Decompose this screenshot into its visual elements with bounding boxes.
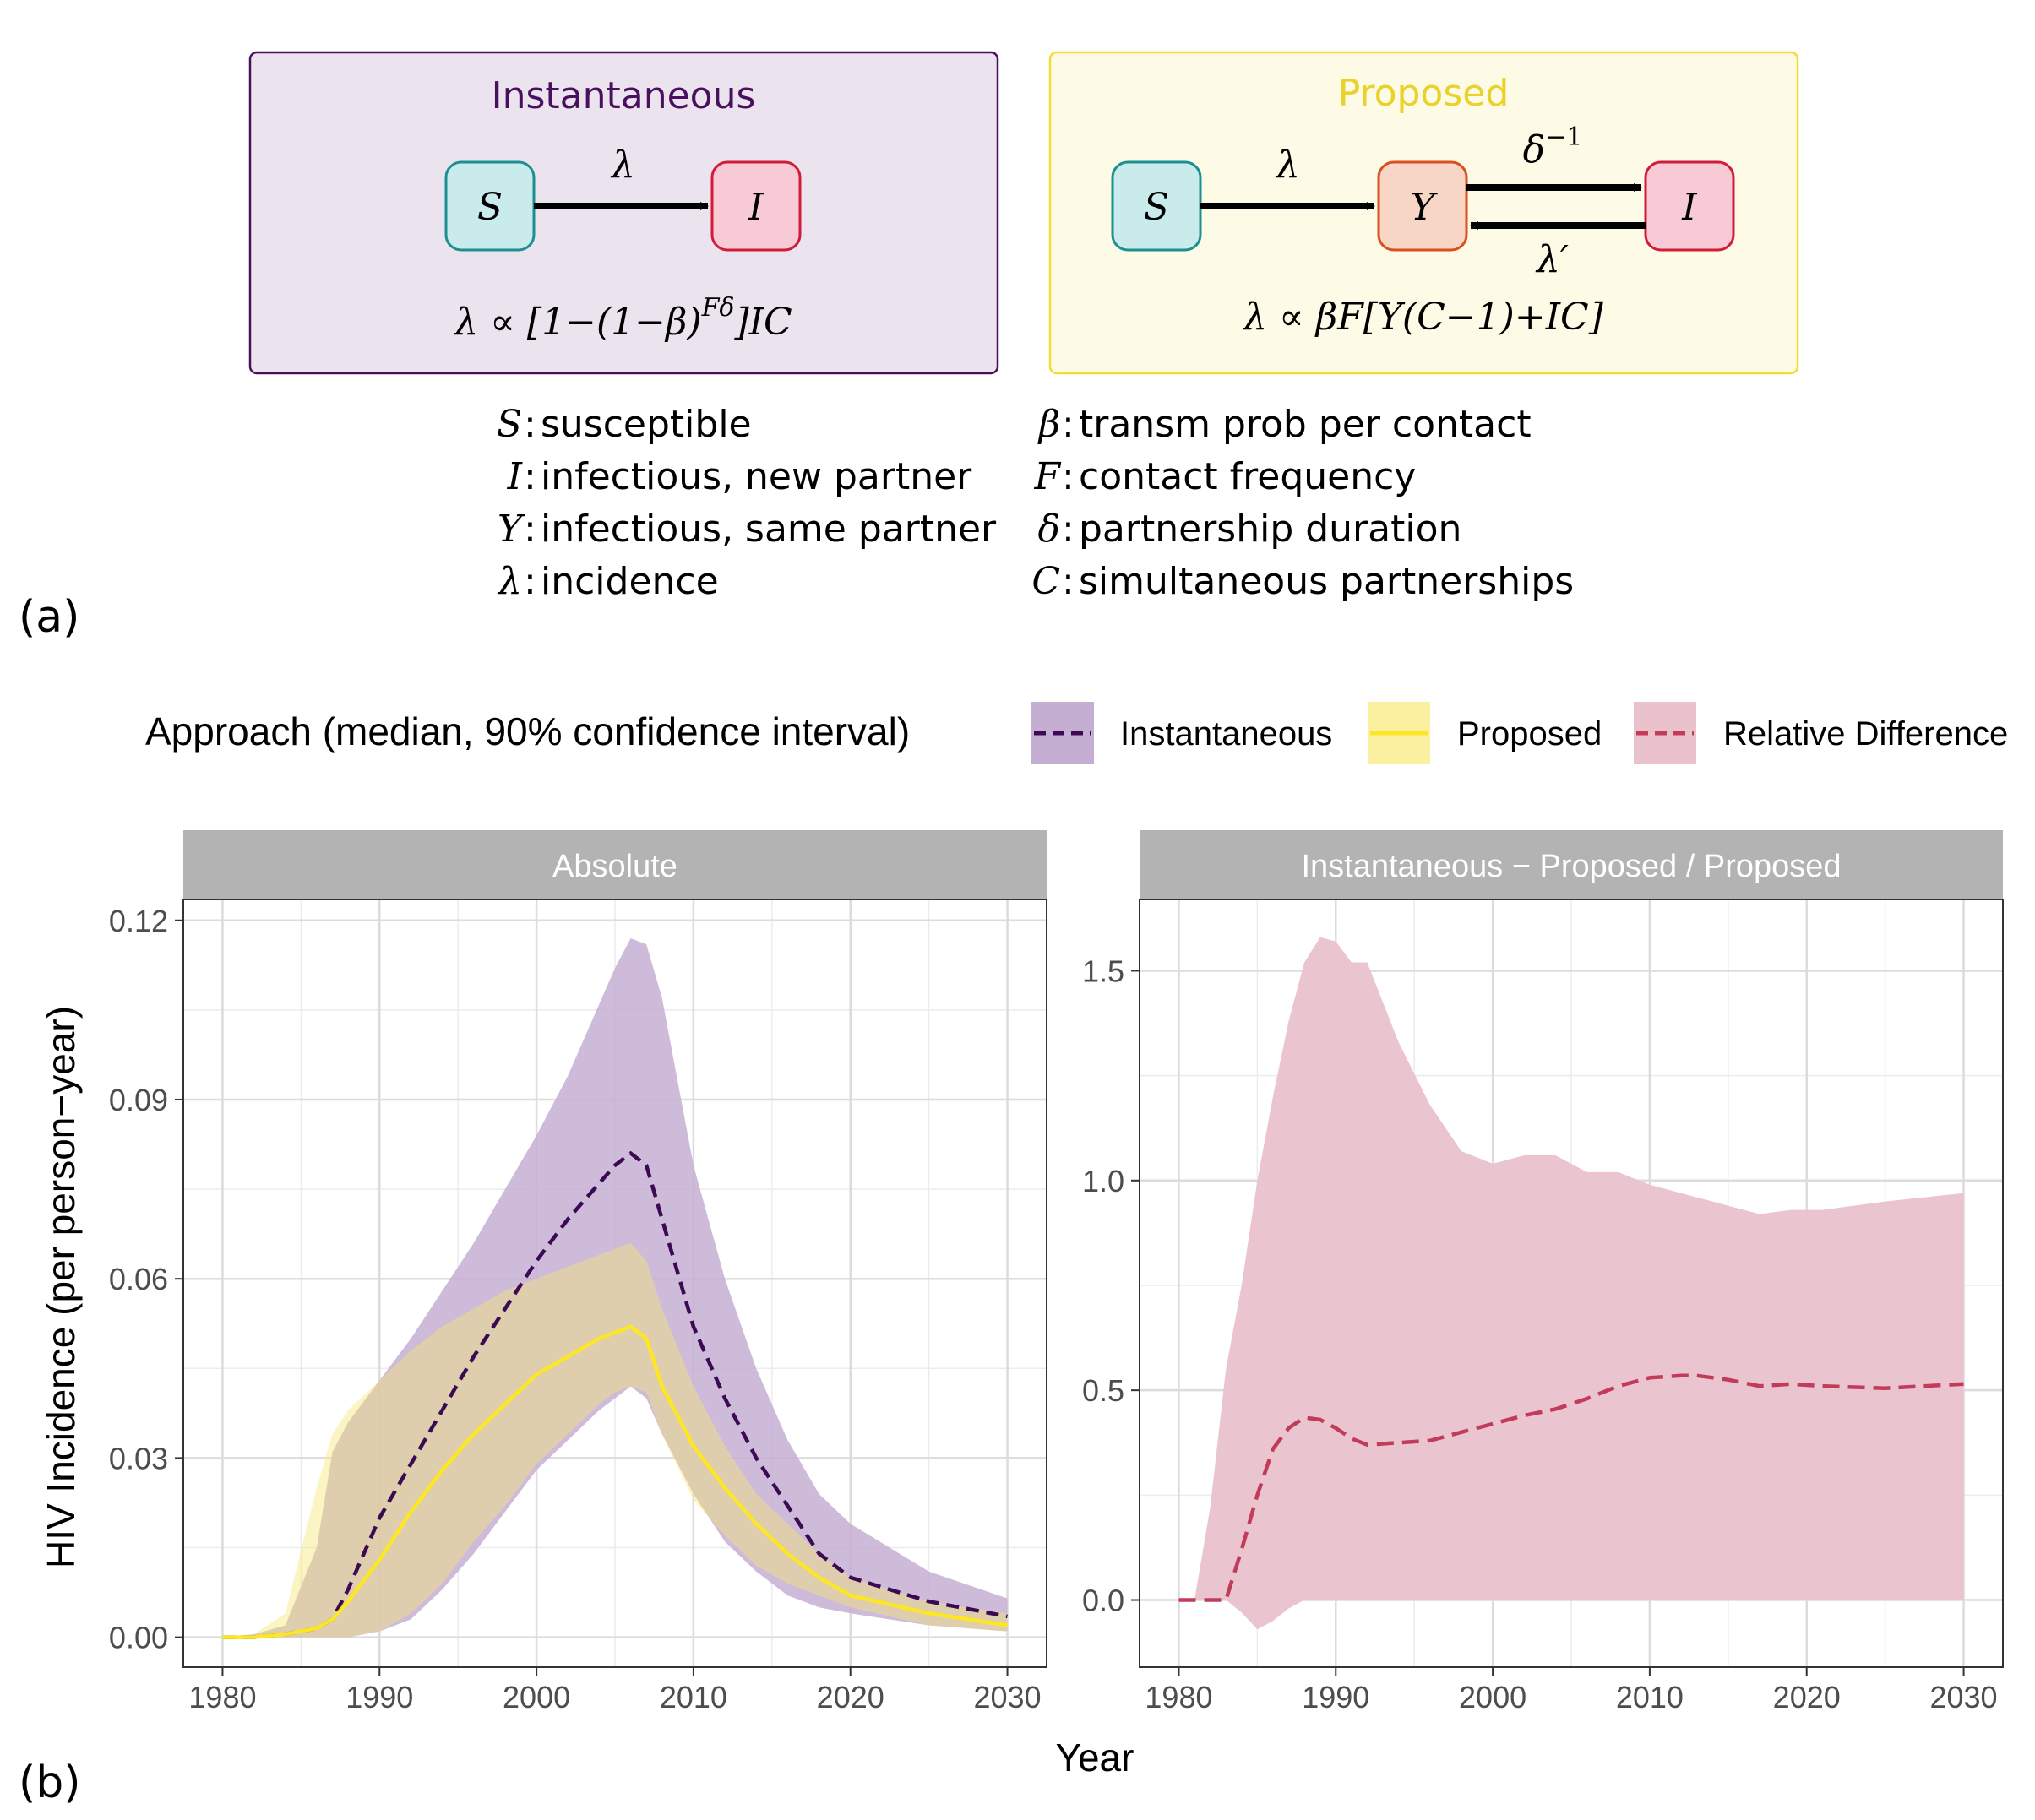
x-tick-label: 2020	[1773, 1680, 1841, 1714]
node-i-label: I	[748, 186, 764, 229]
relative-plot-border	[1139, 899, 2004, 1668]
proposed-formula: λ ∝ βF[Y(C−1)+IC]	[1242, 296, 1604, 339]
legend-desc: incidence	[541, 560, 719, 603]
y-tick-label: 0.5	[1082, 1373, 1124, 1408]
legend-label-relative-difference: Relative Difference	[1723, 715, 2008, 752]
node-i	[710, 160, 802, 252]
absolute-strip	[183, 830, 1047, 899]
x-tick-label: 1990	[346, 1680, 413, 1714]
node-s-label: S	[477, 186, 503, 229]
proposed-confidence-band	[222, 1242, 1008, 1638]
x-tick-label: 2020	[817, 1680, 884, 1714]
legend-label-instantaneous: Instantaneous	[1120, 715, 1332, 752]
y-tick-label: 0.00	[109, 1621, 168, 1655]
legend-label-proposed: Proposed	[1457, 715, 1602, 752]
legend-desc: partnership duration	[1079, 508, 1461, 551]
absolute-chart: Absolute 1980 1990 2000 2010 2020 2030 0.00 0.0…	[109, 830, 1047, 1714]
x-tick-label: 2010	[660, 1680, 727, 1714]
x-axis-title: Year	[1056, 1736, 1134, 1779]
formula-part-a: λ ∝ [1−(1−β)	[453, 301, 701, 344]
legend-sym: δ	[1038, 508, 1061, 551]
arrow-label-lambda-prime: λ′	[1535, 238, 1569, 281]
node-i	[1644, 160, 1735, 252]
absolute-axes: 1980 1990 2000 2010 2020 2030 0.00 0.03 0.06 0.09…	[109, 904, 1042, 1714]
legend-sym: β	[1037, 403, 1060, 446]
legend-sym: C	[1031, 560, 1060, 603]
panel-tag-b: (b)	[19, 1758, 81, 1808]
relative-difference-confidence-band	[1178, 937, 1964, 1630]
legend-desc: simultaneous partnerships	[1079, 560, 1574, 603]
instantaneous-formula: λ ∝ [1−(1−β)Fδ]IC	[453, 293, 792, 344]
relative-strip-title: Instantaneous − Proposed / Proposed	[1301, 849, 1841, 884]
legend-desc: infectious, same partner	[541, 508, 997, 551]
legend-colon: :	[1062, 455, 1075, 498]
legend-desc: susceptible	[541, 403, 752, 446]
absolute-plot-border	[182, 899, 1047, 1668]
y-tick-label: 0.0	[1082, 1584, 1124, 1618]
x-tick-label: 1990	[1302, 1680, 1369, 1714]
relative-difference-median-line	[1178, 1373, 1964, 1602]
relative-axes: 1980 1990 2000 2010 2020 2030 0.0 0.5 1.0 1.5	[1082, 953, 1998, 1714]
x-tick-label: 2000	[503, 1680, 570, 1714]
panel-a: Instantaneous S I λ λ ∝ [1−(1−β)Fδ]IC Pr…	[19, 51, 1799, 643]
legend-sym: Y	[498, 508, 525, 551]
y-tick-label: 0.03	[109, 1441, 168, 1475]
x-tick-label: 2010	[1616, 1680, 1684, 1714]
y-tick-label: 0.06	[109, 1262, 168, 1296]
x-tick-label: 2030	[973, 1680, 1041, 1714]
legend-colon: :	[524, 560, 536, 603]
relative-strip	[1140, 830, 2003, 899]
legend-colon: :	[524, 508, 536, 551]
x-tick-label: 2030	[1929, 1680, 1997, 1714]
instantaneous-title: Instantaneous	[492, 74, 756, 117]
legend-desc: transm prob per contact	[1079, 403, 1532, 446]
legend-colon: :	[1062, 508, 1075, 551]
y-tick-label: 1.5	[1082, 953, 1124, 988]
legend-colon: :	[1062, 403, 1075, 446]
legend-sym: F	[1033, 455, 1061, 498]
delta-superscript: −1	[1545, 122, 1582, 152]
legend-colon: :	[524, 403, 536, 446]
y-tick-label: 0.12	[109, 904, 168, 938]
legend-title: Approach (median, 90% confidence interva…	[145, 709, 910, 753]
node-s-label: S	[1144, 186, 1169, 229]
node-i-label: I	[1681, 186, 1698, 229]
arrow-label-lambda: λ	[610, 144, 635, 187]
absolute-strip-title: Absolute	[552, 849, 677, 884]
panel-tag-a: (a)	[19, 592, 79, 643]
legend-sym: I	[507, 455, 524, 498]
x-tick-label: 2000	[1459, 1680, 1526, 1714]
delta-base: δ	[1523, 128, 1546, 171]
formula-superscript: Fδ	[701, 293, 735, 323]
instantaneous-model-box: Instantaneous S I λ λ ∝ [1−(1−β)Fδ]IC	[248, 51, 999, 375]
approach-legend: Approach (median, 90% confidence interva…	[145, 702, 2008, 764]
relative-chart: Instantaneous − Proposed / Proposed 1980…	[1082, 830, 2004, 1714]
instantaneous-confidence-band	[222, 938, 1008, 1638]
proposed-title: Proposed	[1338, 72, 1510, 115]
node-y-label: Y	[1410, 186, 1438, 229]
y-tick-label: 1.0	[1082, 1164, 1124, 1198]
legend-colon: :	[524, 455, 536, 498]
instantaneous-box-frame	[248, 51, 999, 375]
node-y	[1377, 160, 1468, 252]
legend-desc: infectious, new partner	[541, 455, 972, 498]
formula-part-b: ]IC	[733, 301, 792, 344]
legend-desc: contact frequency	[1079, 455, 1416, 498]
proposed-median-line	[222, 1324, 1008, 1639]
y-tick-label: 0.09	[109, 1083, 168, 1117]
legend-colon: :	[1062, 560, 1075, 603]
symbol-legend: S : susceptible I : infectious, new part…	[497, 403, 1574, 603]
legend-sym: S	[497, 403, 522, 446]
x-tick-label: 1980	[188, 1680, 256, 1714]
x-tick-label: 1980	[1145, 1680, 1212, 1714]
arrow-label-lambda: λ	[1275, 144, 1300, 187]
y-axis-title: HIV Incidence (per person−year)	[39, 1006, 83, 1568]
panel-b: Approach (median, 90% confidence interva…	[19, 702, 2008, 1808]
arrow-label-delta-inverse: δ−1	[1523, 122, 1583, 171]
proposed-model-box: Proposed S Y I λ δ−1 λ′ λ ∝ βF[Y(C−1)+IC…	[1048, 51, 1799, 375]
legend-sym: λ	[497, 560, 522, 603]
